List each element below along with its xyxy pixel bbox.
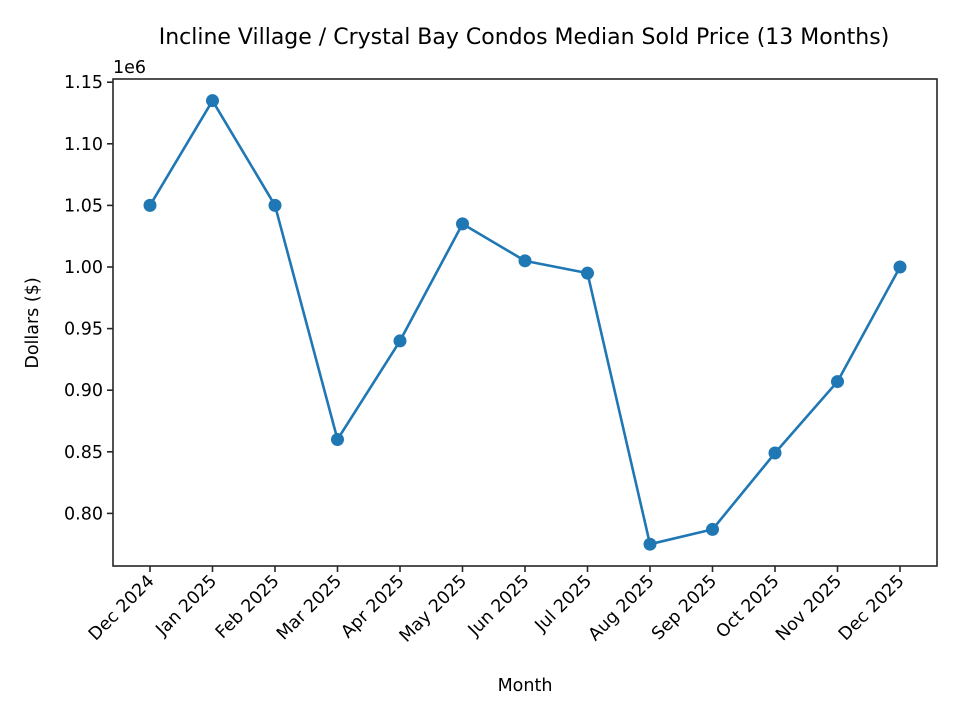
y-tick-label: 1.05 [64, 196, 103, 216]
y-tick-label: 0.80 [64, 504, 103, 524]
x-tick-label: Dec 2024 [85, 571, 159, 645]
x-tick-label: Jan 2025 [152, 571, 221, 640]
data-point [456, 217, 469, 231]
data-point [831, 375, 844, 389]
x-tick-label: Dec 2025 [835, 571, 909, 645]
y-tick-label: 1.10 [64, 135, 103, 155]
y-tick-label: 0.85 [64, 443, 103, 463]
y-tick-label: 1.00 [64, 258, 103, 278]
x-tick-label: Jul 2025 [531, 571, 596, 636]
data-point [581, 266, 594, 280]
series-markers [143, 94, 907, 551]
data-point [331, 432, 344, 446]
x-tick-label: May 2025 [396, 571, 471, 646]
chart-title: Incline Village / Crystal Bay Condos Med… [159, 25, 890, 50]
x-tick-label: Mar 2025 [273, 571, 346, 644]
y-tick-label: 0.90 [64, 381, 103, 401]
x-tick-label: Feb 2025 [212, 571, 283, 642]
data-point [518, 254, 532, 268]
x-axis-label: Month [498, 676, 553, 696]
plot-frame [112, 78, 938, 567]
y-tick-label: 0.95 [64, 320, 103, 340]
y-tick-label: 1.15 [64, 73, 103, 93]
data-point [893, 260, 907, 274]
data-point [143, 198, 157, 212]
data-point [643, 537, 657, 551]
data-point [393, 334, 407, 348]
y-axis-label: Dollars ($) [23, 277, 43, 368]
data-point [268, 198, 282, 212]
y-offset-label: 1e6 [113, 58, 146, 78]
x-tick-label: Aug 2025 [585, 571, 659, 645]
data-point [768, 446, 782, 460]
x-tick-label: Jun 2025 [464, 571, 534, 641]
x-tick-label: Sep 2025 [648, 571, 721, 644]
data-point [706, 522, 719, 536]
y-axis: 0.80 0.85 0.90 0.95 1.00 1.05 1.10 1.15 [64, 73, 113, 524]
data-point [206, 94, 219, 108]
series-line [148, 99, 902, 546]
x-tick-label: Nov 2025 [772, 571, 846, 645]
